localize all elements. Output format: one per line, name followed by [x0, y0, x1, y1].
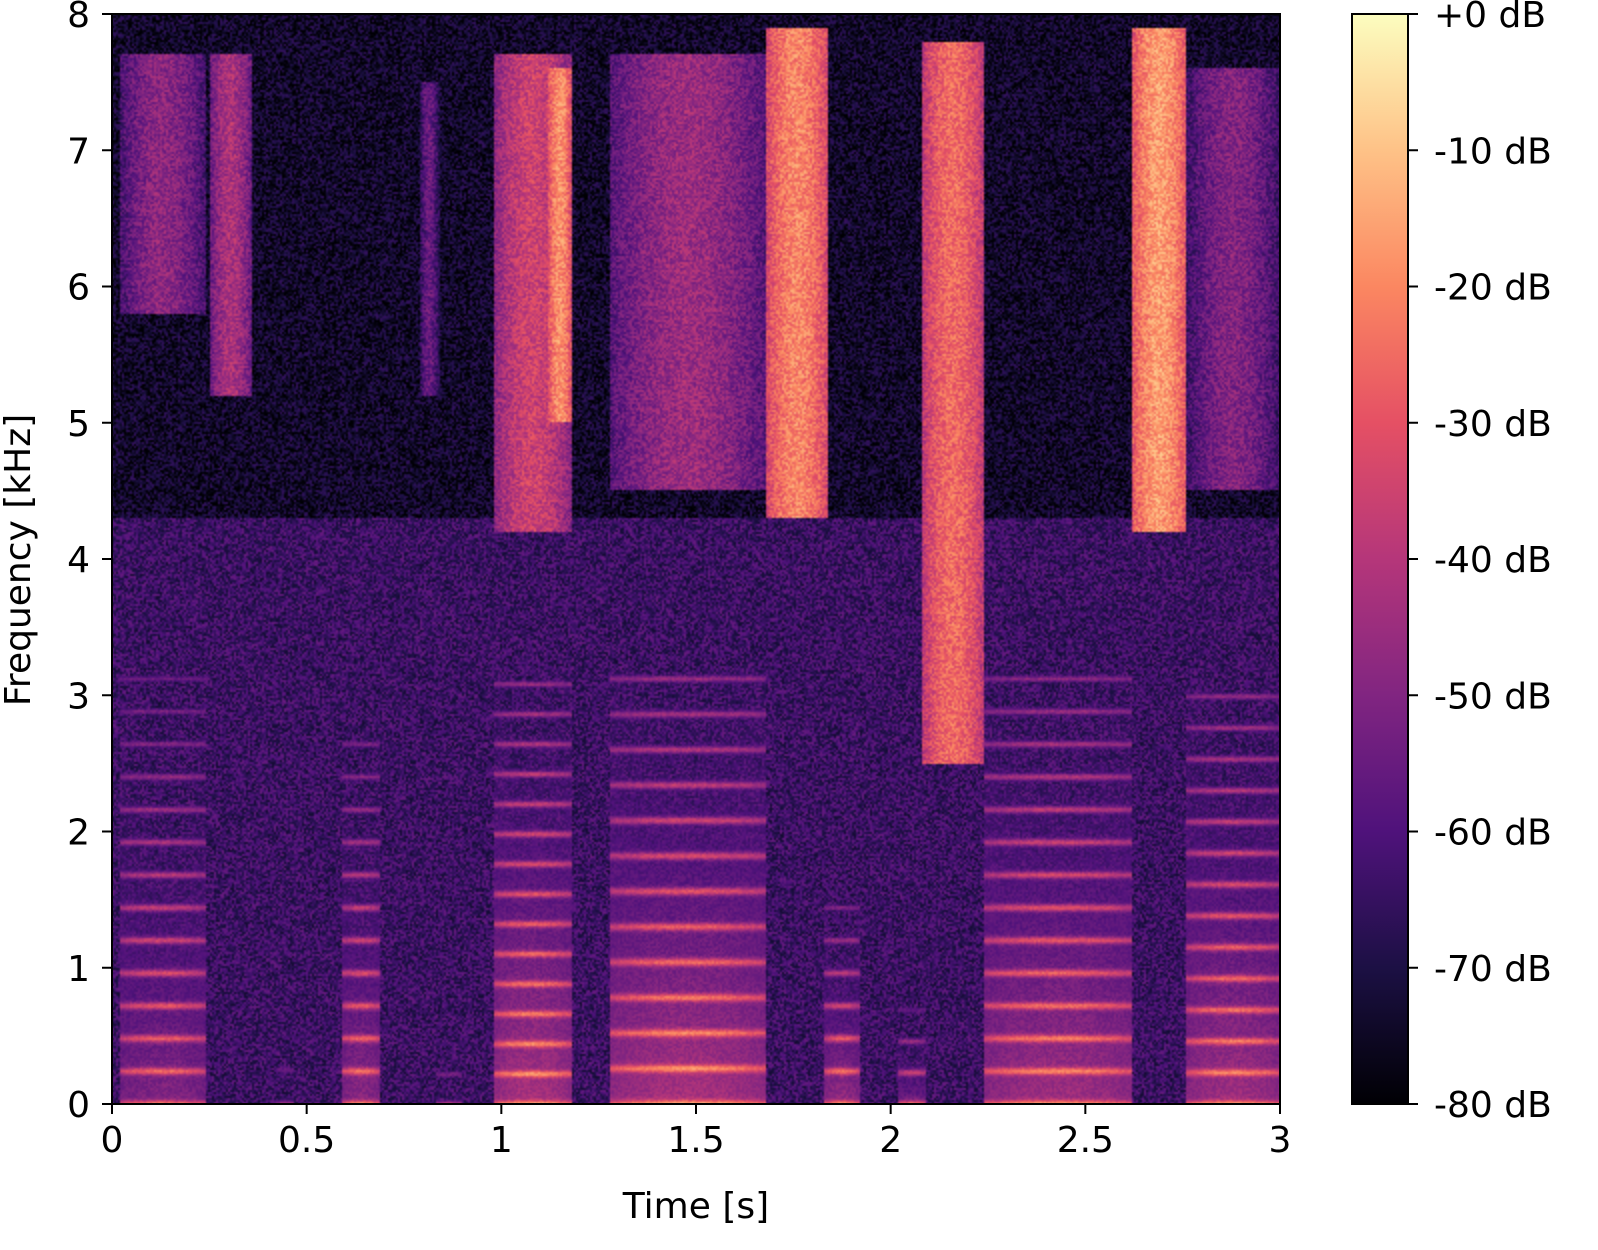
colorbar-tick-label: -10 dB	[1434, 131, 1552, 172]
y-axis-label: Frequency [kHz]	[0, 414, 39, 706]
y-tick-label: 0	[67, 1085, 90, 1126]
x-tick-label: 2.5	[1057, 1120, 1114, 1161]
colorbar-tick-label: -60 dB	[1434, 813, 1552, 854]
y-tick-label: 8	[67, 0, 90, 36]
x-tick-label: 2	[879, 1120, 902, 1161]
y-tick-label: 4	[67, 540, 90, 581]
colorbar-tick-label: -40 dB	[1434, 540, 1552, 581]
x-axis-label: Time [s]	[622, 1186, 769, 1227]
x-tick-label: 0	[101, 1120, 124, 1161]
colorbar-ticks: +0 dB -10 dB -20 dB -30 dB -40 dB -50 dB -60 d…	[1408, 0, 1552, 1126]
colorbar-tick-label: -80 dB	[1434, 1085, 1552, 1126]
y-tick-label: 6	[67, 268, 90, 309]
spectrogram-heatmap	[112, 14, 1280, 1104]
colorbar-tick-label: +0 dB	[1434, 0, 1546, 36]
y-tick-label: 5	[67, 404, 90, 445]
x-tick-label: 3	[1269, 1120, 1292, 1161]
y-axis: 0 1 2 3 4 5 6 7 8	[67, 0, 112, 1126]
y-tick-label: 7	[67, 131, 90, 172]
x-axis: 0 0.5 1 1.5 2 2.5 3	[101, 1104, 1292, 1161]
colorbar-tick-label: -20 dB	[1434, 268, 1552, 309]
colorbar-tick-label: -30 dB	[1434, 404, 1552, 445]
y-tick-label: 1	[67, 949, 90, 990]
plot-area	[111, 13, 1281, 1105]
x-tick-label: 1	[490, 1120, 513, 1161]
y-tick-label: 3	[67, 676, 90, 717]
colorbar-tick-label: -70 dB	[1434, 949, 1552, 990]
x-tick-label: 0.5	[278, 1120, 335, 1161]
colorbar: +0 dB -10 dB -20 dB -30 dB -40 dB -50 dB -60 d…	[1351, 0, 1552, 1126]
y-tick-label: 2	[67, 813, 90, 854]
x-tick-label: 1.5	[667, 1120, 724, 1161]
colorbar-tick-label: -50 dB	[1434, 676, 1552, 717]
colorbar-gradient	[1351, 13, 1409, 1105]
